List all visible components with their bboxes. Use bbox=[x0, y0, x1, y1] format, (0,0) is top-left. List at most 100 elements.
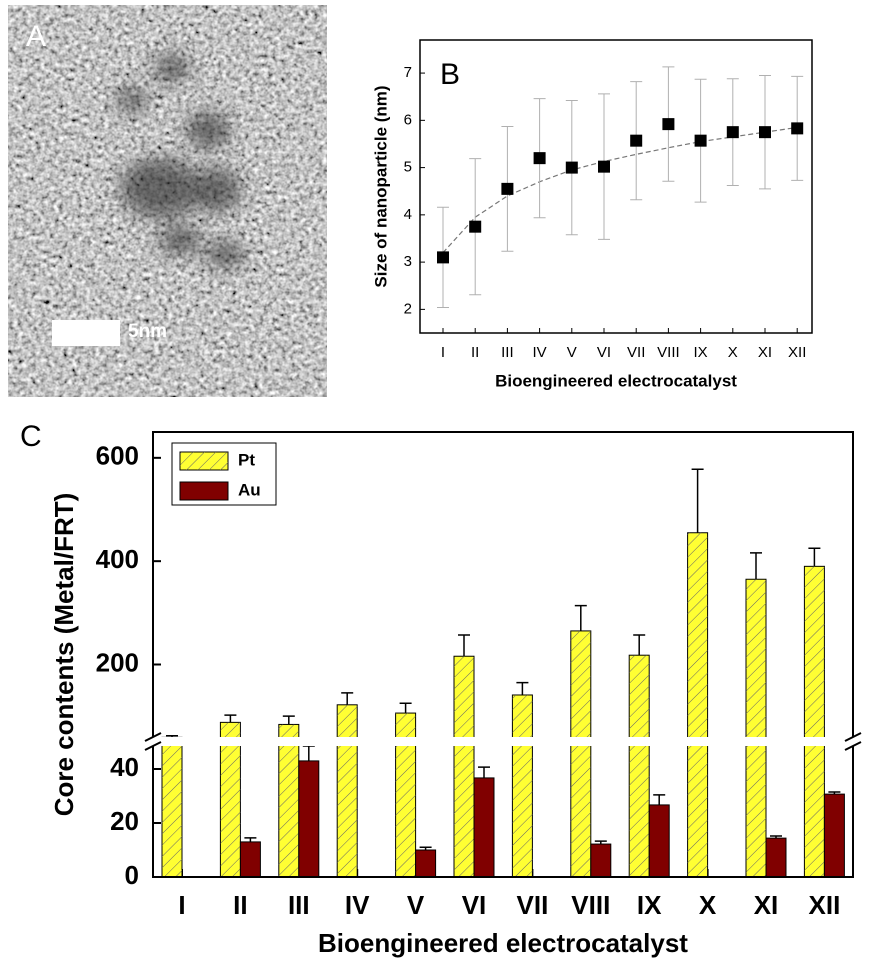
error-bar bbox=[478, 766, 490, 778]
bar bbox=[473, 777, 495, 878]
x-tick-label: VII bbox=[517, 890, 549, 920]
data-point bbox=[726, 126, 739, 139]
error-bar bbox=[282, 715, 295, 725]
bar bbox=[239, 841, 261, 878]
bar bbox=[648, 804, 670, 878]
x-axis-label: Bioengineered electrocatalyst bbox=[318, 928, 688, 958]
x-tick-label: IX bbox=[694, 344, 708, 361]
bar bbox=[823, 793, 845, 878]
x-tick-label: I bbox=[441, 344, 445, 361]
y-tick-label: 20 bbox=[110, 806, 139, 836]
data-point bbox=[662, 118, 675, 131]
data-point bbox=[533, 152, 546, 165]
bar-hatch bbox=[162, 737, 182, 877]
x-tick-label: VI bbox=[597, 344, 611, 361]
x-tick-label: III bbox=[501, 344, 514, 361]
y-tick-label: 40 bbox=[110, 752, 139, 782]
data-point bbox=[469, 220, 482, 233]
error-bar bbox=[224, 714, 237, 723]
data-point bbox=[501, 182, 514, 195]
error-bar bbox=[633, 634, 646, 656]
y-tick-label: 6 bbox=[404, 111, 412, 128]
x-tick-label: XI bbox=[758, 344, 772, 361]
legend-swatch bbox=[179, 481, 229, 501]
y-tick-label: 4 bbox=[404, 206, 412, 223]
error-bar bbox=[808, 547, 821, 567]
bar bbox=[298, 760, 320, 878]
plot-frame bbox=[152, 431, 854, 878]
data-point bbox=[694, 134, 707, 147]
tem-image: 5nm A bbox=[8, 5, 327, 397]
legend-box bbox=[171, 442, 277, 506]
x-tick-label: II bbox=[233, 890, 247, 920]
x-tick-label: XII bbox=[788, 344, 806, 361]
x-tick-label: X bbox=[699, 890, 717, 920]
fit-curve bbox=[442, 126, 798, 254]
bar bbox=[415, 849, 437, 878]
error-bar bbox=[458, 634, 470, 657]
panel-label: A bbox=[26, 20, 46, 53]
legend-label: Au bbox=[238, 480, 261, 499]
bar-hatch bbox=[804, 566, 825, 877]
x-tick-label: IX bbox=[637, 890, 662, 920]
x-tick-label: II bbox=[471, 344, 479, 361]
x-tick-label: VIII bbox=[571, 890, 610, 920]
error-bar bbox=[302, 745, 315, 761]
legend-label: Pt bbox=[238, 450, 255, 469]
bar-hatch bbox=[570, 630, 591, 877]
x-tick-label: VI bbox=[462, 890, 487, 920]
x-tick-label: V bbox=[407, 890, 425, 920]
scale-bar-label: 5nm bbox=[128, 321, 167, 342]
bar-hatch bbox=[512, 694, 533, 877]
error-bar bbox=[653, 794, 666, 805]
y-axis-label: Size of nanoparticle (nm) bbox=[371, 85, 390, 287]
axis-break bbox=[143, 737, 863, 746]
error-bar bbox=[244, 837, 257, 842]
data-point bbox=[791, 122, 804, 135]
error-bar bbox=[341, 692, 354, 705]
x-tick-label: XI bbox=[754, 890, 779, 920]
bar bbox=[765, 837, 787, 878]
x-tick-label: X bbox=[728, 344, 738, 361]
y-tick-label: 400 bbox=[96, 544, 139, 574]
x-axis-label: Bioengineered electrocatalyst bbox=[495, 371, 737, 390]
bar-hatch bbox=[629, 655, 650, 877]
error-bar bbox=[574, 604, 587, 631]
bar-hatch bbox=[746, 579, 766, 877]
data-point bbox=[598, 160, 610, 173]
x-tick-label: I bbox=[178, 890, 185, 920]
panel-label: B bbox=[440, 58, 460, 91]
bar bbox=[590, 843, 612, 878]
y-tick-label: 200 bbox=[96, 647, 139, 677]
error-bar bbox=[750, 552, 762, 580]
y-tick-label: 0 bbox=[125, 860, 139, 890]
y-axis-label: Core contents (Metal/FRT) bbox=[49, 493, 79, 817]
x-tick-label: IV bbox=[533, 344, 547, 361]
bar-hatch bbox=[395, 713, 416, 877]
data-point bbox=[565, 161, 578, 174]
y-tick-label: 2 bbox=[404, 300, 412, 317]
legend-hatch bbox=[180, 452, 228, 470]
data-point bbox=[759, 126, 771, 139]
data-point bbox=[630, 134, 643, 147]
bar-hatch bbox=[687, 532, 708, 877]
y-tick-label: 5 bbox=[404, 159, 412, 176]
x-tick-label: III bbox=[288, 890, 310, 920]
x-tick-label: VIII bbox=[657, 344, 680, 361]
x-tick-label: XII bbox=[809, 890, 841, 920]
bar-hatch bbox=[337, 704, 358, 877]
bar-hatch bbox=[454, 656, 474, 877]
plot-frame bbox=[419, 39, 813, 334]
data-point bbox=[437, 251, 449, 264]
x-tick-label: IV bbox=[345, 890, 370, 920]
bar-hatch bbox=[278, 724, 299, 877]
y-tick-label: 3 bbox=[404, 253, 412, 270]
y-tick-label: 600 bbox=[96, 441, 139, 471]
x-tick-label: VII bbox=[627, 344, 645, 361]
error-bar bbox=[516, 681, 529, 695]
bar-hatch bbox=[220, 722, 241, 877]
y-tick-label: 7 bbox=[404, 64, 412, 81]
panel-label: C bbox=[20, 420, 42, 453]
error-bar bbox=[399, 702, 412, 714]
